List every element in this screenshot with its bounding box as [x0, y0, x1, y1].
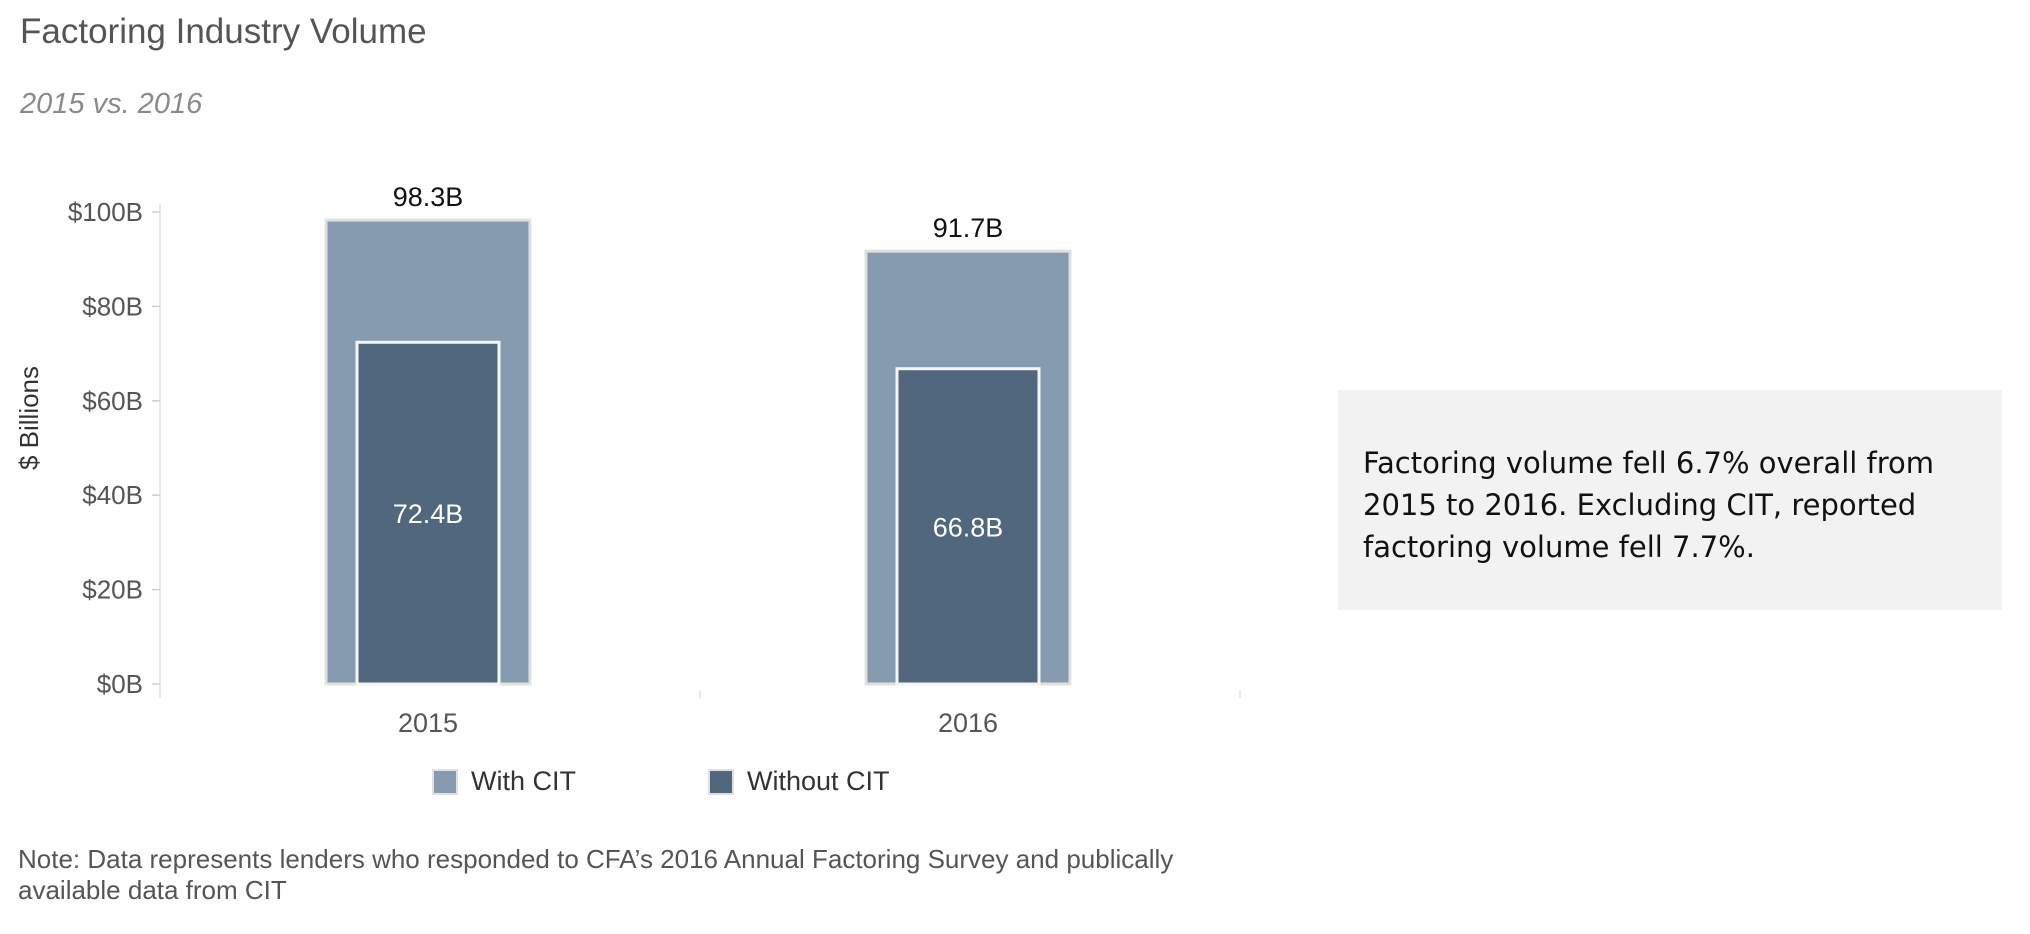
- data-label-with-cit-2016: 91.7B: [933, 213, 1004, 243]
- data-label-without-cit-2016: 66.8B: [933, 512, 1004, 542]
- legend-label-with-cit: With CIT: [471, 766, 576, 796]
- legend-swatch-without-cit: [708, 768, 734, 795]
- y-tick-label: $60B: [82, 386, 143, 416]
- legend-item-with-cit[interactable]: With CIT: [432, 766, 576, 797]
- legend-label-without-cit: Without CIT: [747, 766, 890, 796]
- x-tick-label-2016: 2016: [938, 708, 998, 738]
- chart-subtitle: 2015 vs. 2016: [20, 88, 203, 120]
- chart-title: Factoring Industry Volume: [20, 12, 427, 51]
- y-axis-title: $ Billions: [14, 366, 44, 470]
- data-label-with-cit-2015: 98.3B: [393, 182, 464, 212]
- bar-without-cit-2015: [355, 340, 501, 686]
- legend-swatch-with-cit: [432, 768, 458, 795]
- y-tick-label: $0B: [97, 669, 143, 699]
- y-tick-label: $100B: [68, 197, 143, 227]
- callout-text: Factoring volume fell 6.7% overall from …: [1363, 446, 1935, 564]
- legend-item-without-cit[interactable]: Without CIT: [708, 766, 890, 797]
- x-tick-label-2015: 2015: [398, 708, 458, 738]
- y-tick-label: $40B: [82, 480, 143, 510]
- data-label-without-cit-2015: 72.4B: [393, 499, 464, 529]
- bar-without-cit-2016: [895, 367, 1041, 686]
- callout-box: Factoring volume fell 6.7% overall from …: [1338, 390, 2002, 610]
- bar-chart: $0B $20B $40B $60B $80B $100B $ Billions 98.3B 7…: [14, 182, 1241, 738]
- y-tick-label: $80B: [82, 291, 143, 321]
- footnote: Note: Data represents lenders who respon…: [18, 844, 1174, 905]
- y-tick-label: $20B: [82, 575, 143, 605]
